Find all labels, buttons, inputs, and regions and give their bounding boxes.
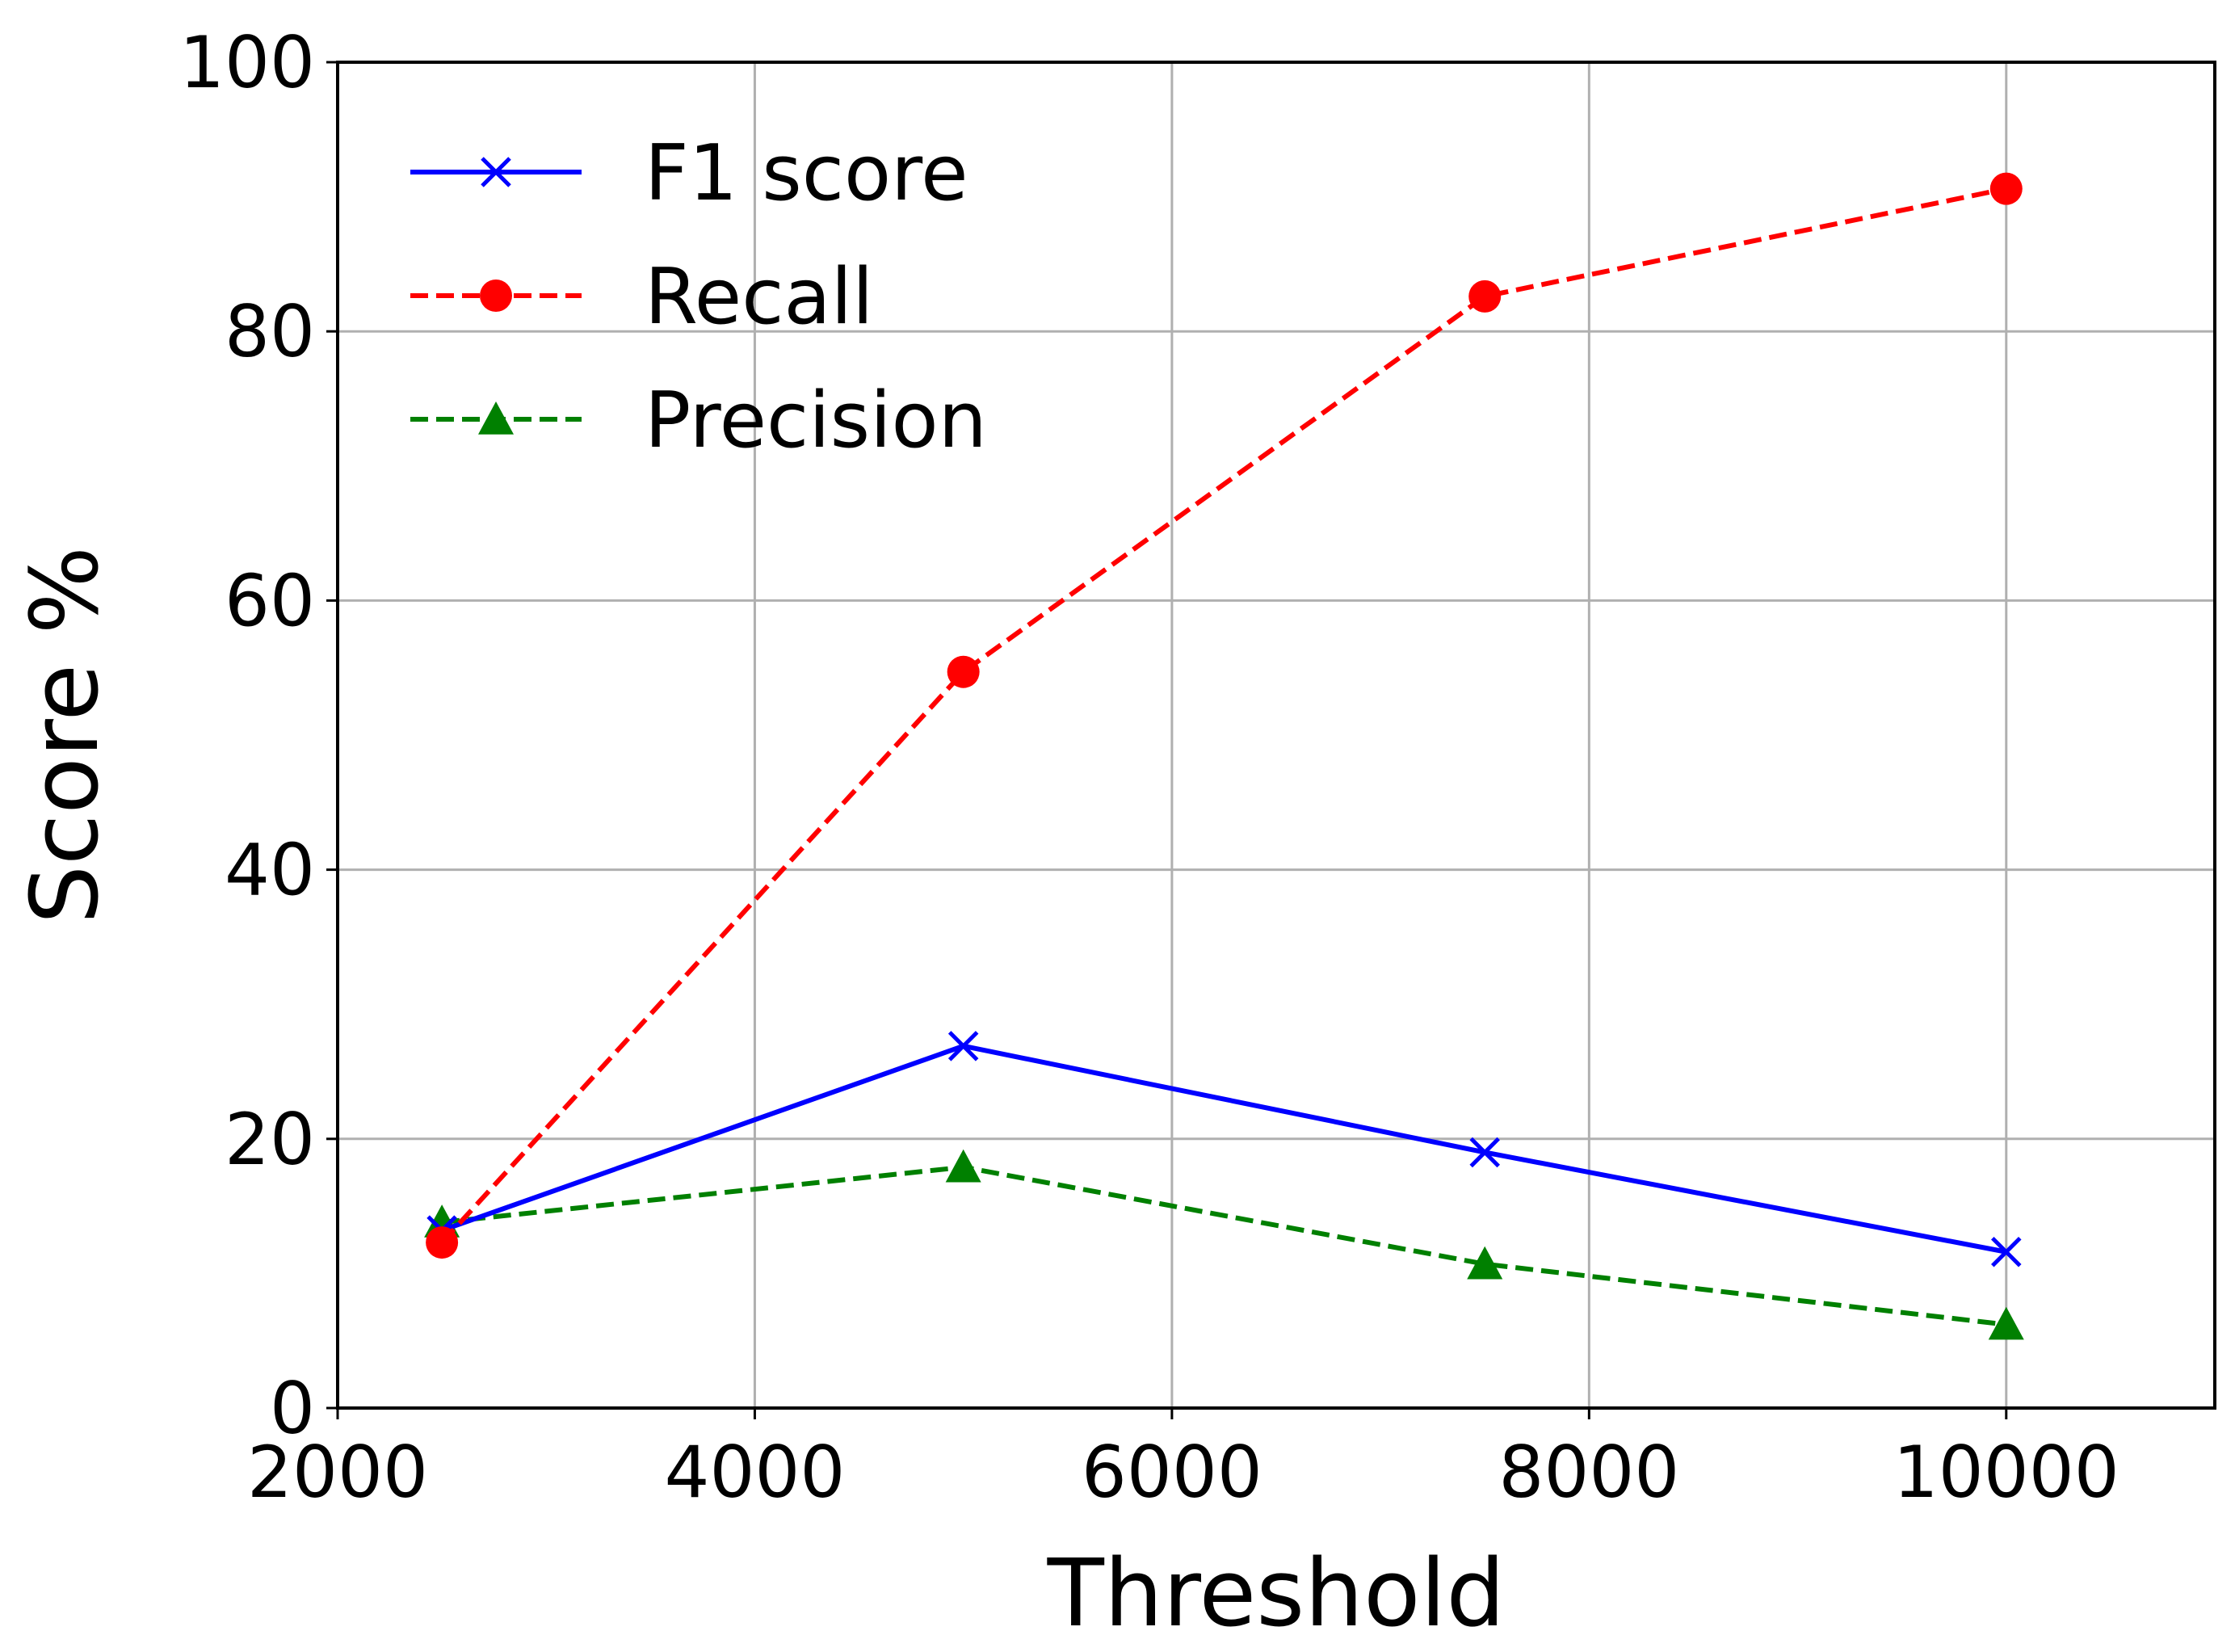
- legend-item-f1-score: F1 score: [410, 129, 968, 218]
- data-point-recall: [1989, 172, 2023, 205]
- legend-label-precision: Precision: [645, 376, 987, 465]
- legend-marker-recall: [480, 280, 512, 312]
- series-f1-score: [426, 1031, 2022, 1267]
- y-tick-label: 80: [225, 290, 315, 373]
- series-precision: [424, 1149, 2024, 1340]
- x-tick-label: 6000: [1082, 1431, 1262, 1514]
- legend-item-precision: Precision: [410, 376, 987, 465]
- plot-series: [424, 172, 2024, 1340]
- series-recall: [426, 172, 2023, 1259]
- data-point-precision: [1988, 1306, 2024, 1340]
- series-line-recall: [439, 186, 2007, 1245]
- x-tick-label: 10000: [1893, 1431, 2119, 1514]
- data-point-f1-score: [1469, 1137, 1500, 1168]
- axis-ticks: 2000 4000 6000 8000 10000 0 20 40 60 80 100: [179, 21, 2119, 1514]
- x-tick-label: 8000: [1498, 1431, 1679, 1514]
- legend-label-f1-score: F1 score: [645, 129, 968, 218]
- y-tick-label: 0: [270, 1367, 315, 1450]
- data-point-f1-score: [947, 1031, 979, 1061]
- y-tick-label: 60: [225, 559, 315, 642]
- data-point-f1-score: [1991, 1236, 2022, 1267]
- plot-frame: [336, 61, 2216, 1410]
- x-tick-label: 2000: [247, 1431, 428, 1514]
- legend-label-recall: Recall: [645, 253, 873, 342]
- data-point-precision: [945, 1149, 981, 1183]
- data-point-recall: [947, 655, 980, 688]
- series-line-precision: [441, 1164, 2007, 1327]
- y-tick-label: 20: [225, 1098, 315, 1181]
- data-point-recall: [426, 1226, 459, 1259]
- data-point-precision: [1467, 1246, 1503, 1280]
- y-tick-label: 100: [179, 21, 315, 104]
- y-tick-label: 40: [225, 829, 315, 912]
- legend: F1 score Recall Precision: [410, 129, 987, 465]
- grid: [336, 61, 2215, 1410]
- x-tick-label: 4000: [664, 1431, 845, 1514]
- legend-item-recall: Recall: [410, 253, 873, 342]
- legend-marker-f1-score: [481, 157, 511, 187]
- y-axis-label: Score %: [11, 546, 120, 924]
- legend-marker-precision: [478, 401, 514, 435]
- series-line-f1-score: [441, 1043, 2007, 1255]
- data-point-recall: [1468, 280, 1502, 313]
- x-axis-label: Threshold: [1047, 1540, 1506, 1648]
